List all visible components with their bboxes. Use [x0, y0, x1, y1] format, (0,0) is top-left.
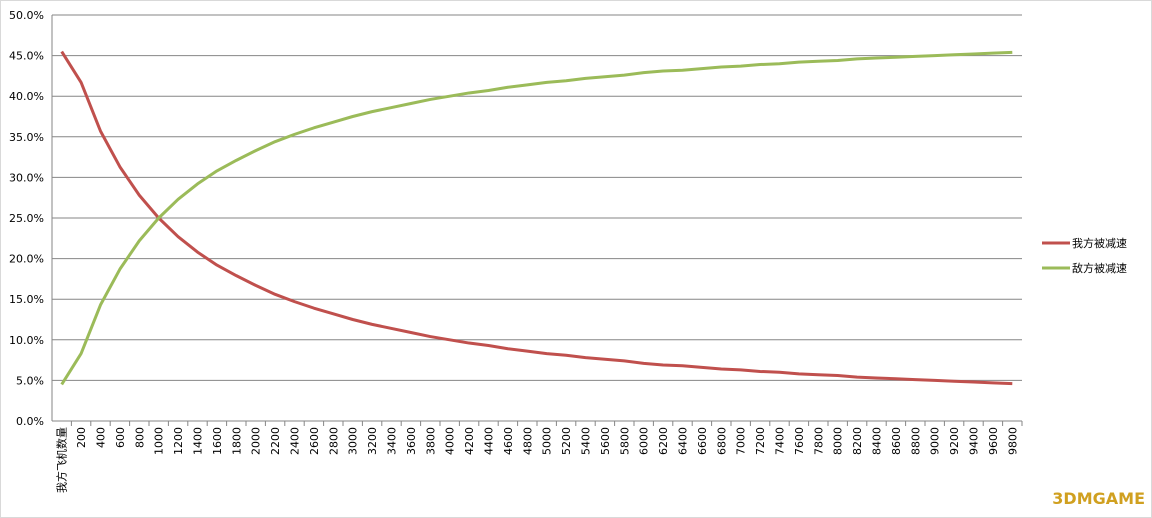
- x-tick-label: 6400: [677, 427, 690, 455]
- y-tick-label: 45.0%: [9, 50, 44, 63]
- x-tick-label: 2400: [289, 427, 302, 455]
- y-tick-label: 5.0%: [16, 374, 44, 387]
- x-tick-label: 4600: [502, 427, 515, 455]
- y-tick-label: 35.0%: [9, 131, 44, 144]
- line-series: [60, 50, 1013, 386]
- line-series: [60, 50, 1013, 386]
- x-tick-label: 5400: [580, 427, 593, 455]
- x-tick-label: 4400: [483, 427, 496, 455]
- x-tick-label: 3400: [386, 427, 399, 455]
- x-tick-label: 6000: [638, 427, 651, 455]
- x-tick-label: 4800: [521, 427, 534, 455]
- x-tick-label: 6200: [657, 427, 670, 455]
- x-tick-label: 2000: [250, 427, 263, 455]
- y-tick-label: 25.0%: [9, 212, 44, 225]
- legend-label: 敌方被减速: [1072, 261, 1127, 275]
- x-tick-label: 2800: [327, 427, 340, 455]
- x-tick-label: 8200: [851, 427, 864, 455]
- x-tick-label: 3200: [366, 427, 379, 455]
- y-tick-label: 40.0%: [9, 90, 44, 103]
- x-tick-label: 600: [114, 427, 127, 448]
- x-tick-label: 2600: [308, 427, 321, 455]
- x-tick-label: 8000: [832, 427, 845, 455]
- x-tick-label: 9800: [1006, 427, 1019, 455]
- x-tick-label: 800: [133, 427, 146, 448]
- x-tick-label: 4200: [463, 427, 476, 455]
- x-tick-label: 6800: [715, 427, 728, 455]
- y-tick-label: 50.0%: [9, 9, 44, 22]
- x-tick-label: 5600: [599, 427, 612, 455]
- x-tick-label: 8800: [909, 427, 922, 455]
- legend-label: 我方被减速: [1072, 236, 1127, 250]
- x-tick-label: 9000: [929, 427, 942, 455]
- x-tick-label: 9600: [987, 427, 1000, 455]
- y-tick-label: 30.0%: [9, 171, 44, 184]
- x-tick-label: 8400: [871, 427, 884, 455]
- x-tick-label: 8600: [890, 427, 903, 455]
- x-tick-label: 5000: [541, 427, 554, 455]
- x-tick-label: 7800: [812, 427, 825, 455]
- x-tick-label: 7000: [735, 427, 748, 455]
- x-tick-label: 3000: [347, 427, 360, 455]
- x-tick-label: 7200: [754, 427, 767, 455]
- y-tick-label: 20.0%: [9, 253, 44, 266]
- x-tick-label: 5200: [560, 427, 573, 455]
- x-tick-label: 7400: [774, 427, 787, 455]
- x-tick-label: 1000: [153, 427, 166, 455]
- x-tick-label: 2200: [269, 427, 282, 455]
- x-tick-label: 3600: [405, 427, 418, 455]
- x-tick-label: 400: [95, 427, 108, 448]
- x-tick-label: 5800: [618, 427, 631, 455]
- x-tick-label: 6600: [696, 427, 709, 455]
- x-tick-label: 9200: [948, 427, 961, 455]
- x-tick-label: 1800: [230, 427, 243, 455]
- y-tick-label: 10.0%: [9, 334, 44, 347]
- x-tick-label: 1600: [211, 427, 224, 455]
- x-tick-label: 1200: [172, 427, 185, 455]
- x-tick-label: 200: [75, 427, 88, 448]
- x-tick-label: 4000: [444, 427, 457, 455]
- x-tick-label: 7600: [793, 427, 806, 455]
- x-tick-label: 3800: [424, 427, 437, 455]
- x-tick-label: 我方飞机数量: [55, 427, 69, 493]
- x-tick-label: 1400: [192, 427, 205, 455]
- watermark: 3DMGAME: [1052, 489, 1145, 508]
- y-tick-label: 15.0%: [9, 293, 44, 306]
- y-tick-label: 0.0%: [16, 415, 44, 428]
- x-tick-label: 9400: [968, 427, 981, 455]
